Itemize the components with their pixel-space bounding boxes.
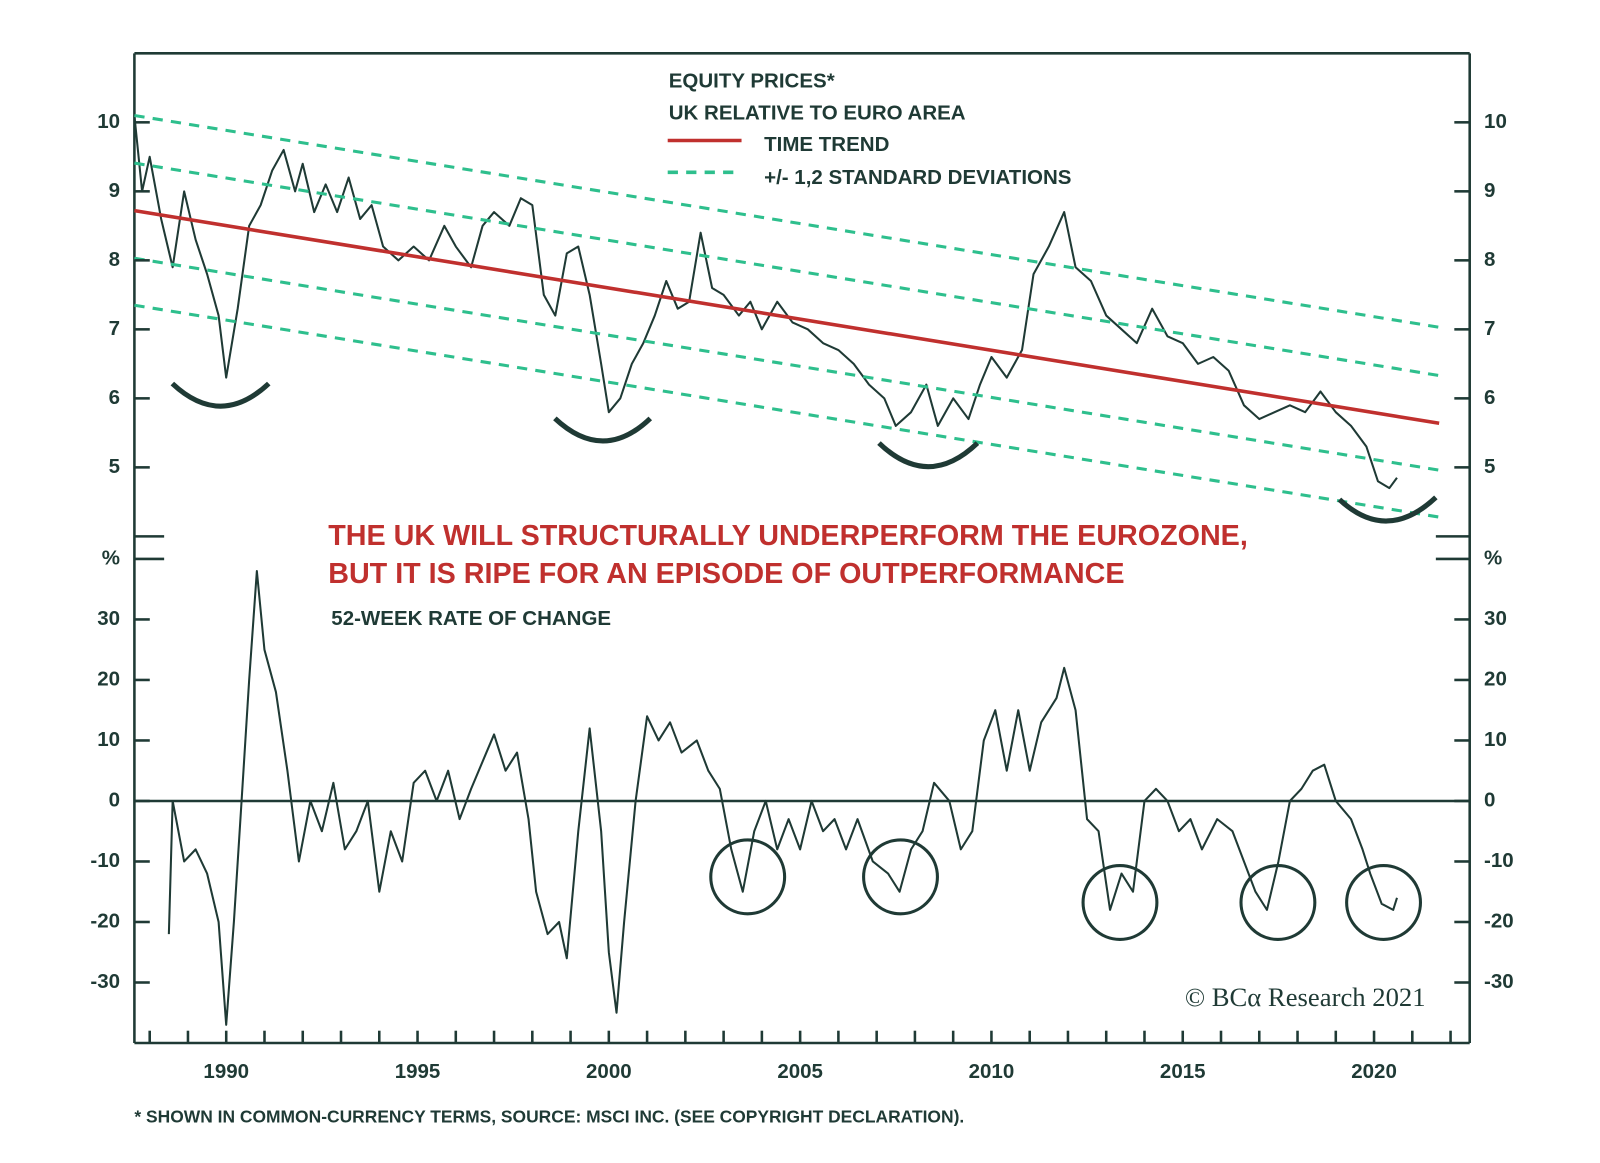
y-tick-label: %: [102, 546, 120, 569]
panel-title: 52-WEEK RATE OF CHANGE: [331, 607, 611, 630]
y-tick-label-right: 6: [1484, 386, 1495, 409]
annotation-circle: [1345, 864, 1423, 941]
x-tick-label: 1995: [395, 1060, 441, 1083]
footnote: * SHOWN IN COMMON-CURRENCY TERMS, SOURCE…: [134, 1106, 964, 1126]
y-tick-label-right: 0: [1484, 788, 1495, 811]
y-tick-label-right: 20: [1484, 667, 1507, 690]
y-tick-label: 7: [109, 317, 120, 340]
std-dev-line: [134, 256, 1440, 472]
annotation-circle: [1081, 864, 1159, 941]
marks: [133, 113, 1440, 1026]
y-tick-label-right: 10: [1484, 728, 1507, 751]
credit: © BCα Research 2021: [1185, 982, 1426, 1012]
y-tick-label-right: 9: [1484, 179, 1495, 202]
x-tick-label: 2010: [969, 1060, 1015, 1083]
y-tick-label-right: 8: [1484, 248, 1495, 271]
y-tick-label: -10: [90, 849, 120, 872]
x-tick-label: 2000: [586, 1060, 632, 1083]
y-tick-label-right: 5: [1484, 455, 1495, 478]
y-tick-label: 5: [109, 455, 120, 478]
y-tick-label: -30: [90, 970, 120, 993]
trend-line: [134, 208, 1440, 426]
annotation-arc: [553, 416, 653, 444]
y-tick-label: 20: [97, 667, 120, 690]
y-tick-label: 10: [97, 110, 120, 133]
annotation-circle: [1239, 864, 1317, 941]
y-tick-label: 8: [109, 248, 120, 271]
x-tick-label: 1990: [203, 1060, 249, 1083]
annotation-arc: [170, 381, 271, 409]
y-tick-label-right: %: [1484, 546, 1502, 569]
headline: THE UK WILL STRUCTURALLY UNDERPERFORM TH…: [328, 520, 1248, 552]
y-tick-label-right: -30: [1484, 970, 1514, 993]
chart-title: EQUITY PRICES*: [669, 69, 835, 92]
y-tick-label: -20: [90, 909, 120, 932]
legend-label: TIME TREND: [764, 133, 889, 156]
y-tick-label-right: 30: [1484, 607, 1507, 630]
y-tick-label: 30: [97, 607, 120, 630]
x-tick-label: 2020: [1351, 1060, 1397, 1083]
y-tick-label-right: 7: [1484, 317, 1495, 340]
y-tick-label-right: -20: [1484, 909, 1514, 932]
x-tick-label: 2005: [777, 1060, 823, 1083]
annotation-circle: [862, 838, 939, 916]
x-tick-label: 2015: [1160, 1060, 1206, 1083]
chart-subtitle: UK RELATIVE TO EURO AREA: [669, 101, 966, 124]
annotation-arc: [1337, 495, 1438, 524]
data-line: [133, 115, 1398, 490]
y-tick-label: 6: [109, 386, 120, 409]
y-tick-label: 9: [109, 179, 120, 202]
y-tick-label-right: -10: [1484, 849, 1514, 872]
std-dev-line: [134, 303, 1440, 519]
y-tick-label-right: 10: [1484, 110, 1507, 133]
y-tick-label: 10: [97, 728, 120, 751]
data-line: [167, 570, 1398, 1026]
annotation-arc: [877, 441, 980, 470]
y-tick-label: 0: [109, 788, 120, 811]
legend-label: +/- 1,2 STANDARD DEVIATIONS: [764, 166, 1071, 189]
annotation-circle: [709, 838, 787, 916]
headline: BUT IT IS RIPE FOR AN EPISODE OF OUTPERF…: [328, 558, 1124, 590]
